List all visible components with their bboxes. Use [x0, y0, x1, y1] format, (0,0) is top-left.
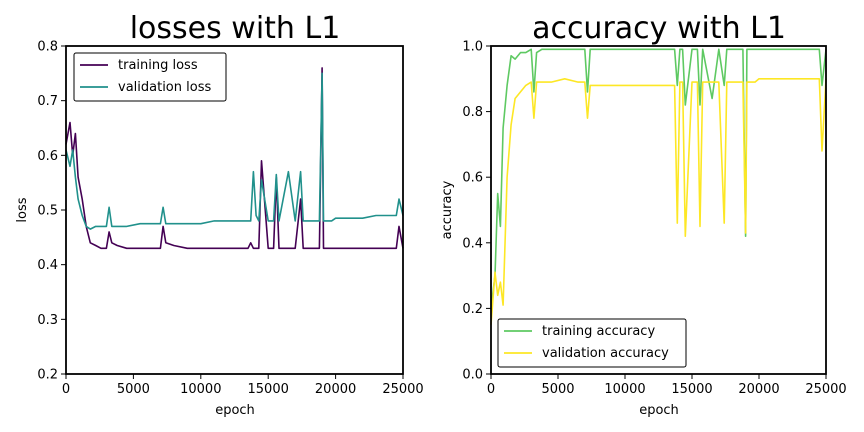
loss-legend-box [73, 52, 227, 102]
accuracy-x-axis-label: epoch [639, 403, 679, 418]
x-tick-label: 0 [62, 382, 70, 397]
legend-label-training-loss: training loss [118, 58, 198, 73]
loss-chart: losses with L1 epoch loss 0 5000 10000 1500… [15, 11, 424, 418]
loss-legend: training loss validation loss [73, 52, 227, 102]
y-tick-label: 0.8 [37, 40, 58, 55]
y-tick-label: 0.6 [462, 171, 483, 186]
series-line-training-accuracy [490, 48, 827, 309]
x-tick-label: 0 [487, 382, 495, 397]
loss-series-lines [65, 67, 404, 250]
accuracy-legend: training accuracy validation accuracy [497, 318, 687, 368]
accuracy-ticks: 0 5000 10000 15000 20000 25000 0.0 0.2 0.4 0.6 0.8… [462, 40, 846, 398]
x-tick-label: 15000 [671, 382, 712, 397]
accuracy-chart: accuracy with L1 epoch accuracy 0 5000 100… [440, 11, 847, 418]
series-line-training-loss [65, 67, 404, 250]
loss-x-axis-label: epoch [215, 403, 255, 418]
x-tick-label: 25000 [805, 382, 846, 397]
y-tick-label: 0.4 [462, 236, 483, 251]
accuracy-y-axis-label: accuracy [440, 180, 455, 239]
x-tick-label: 15000 [248, 382, 289, 397]
x-tick-label: 5000 [117, 382, 150, 397]
accuracy-plot-frame [490, 45, 827, 375]
y-tick-label: 0.0 [462, 368, 483, 383]
series-line-validation-loss [65, 72, 404, 230]
y-tick-label: 0.2 [462, 302, 483, 317]
legend-label-validation-loss: validation loss [118, 80, 211, 95]
y-tick-label: 0.8 [462, 105, 483, 120]
accuracy-series-lines [490, 48, 827, 325]
y-tick-label: 0.4 [37, 258, 58, 273]
x-tick-label: 10000 [604, 382, 645, 397]
accuracy-legend-box [497, 318, 687, 368]
loss-plot-frame [65, 45, 404, 375]
x-tick-label: 25000 [382, 382, 423, 397]
legend-label-validation-accuracy: validation accuracy [542, 346, 669, 361]
loss-ticks: 0 5000 10000 15000 20000 25000 0.2 0.3 0.4 0.5 0.6… [37, 40, 423, 398]
y-tick-label: 0.3 [37, 313, 58, 328]
series-line-validation-accuracy [490, 78, 827, 325]
loss-y-axis-label: loss [15, 197, 30, 222]
x-tick-label: 5000 [541, 382, 574, 397]
x-tick-label: 10000 [180, 382, 221, 397]
loss-chart-title: losses with L1 [130, 11, 341, 46]
x-tick-label: 20000 [738, 382, 779, 397]
y-tick-label: 0.6 [37, 149, 58, 164]
x-tick-label: 20000 [315, 382, 356, 397]
y-tick-label: 0.2 [37, 368, 58, 383]
legend-label-training-accuracy: training accuracy [542, 324, 655, 339]
y-tick-label: 0.5 [37, 204, 58, 219]
y-tick-label: 0.7 [37, 94, 58, 109]
accuracy-chart-title: accuracy with L1 [532, 11, 786, 46]
y-tick-label: 1.0 [462, 40, 483, 55]
